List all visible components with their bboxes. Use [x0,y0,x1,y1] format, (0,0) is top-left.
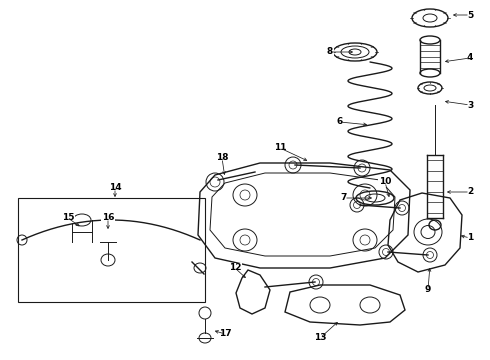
Text: 7: 7 [341,194,347,202]
Text: 5: 5 [467,10,473,19]
Text: 3: 3 [467,100,473,109]
Text: 17: 17 [219,329,231,338]
Bar [18,198,205,302]
Text: 8: 8 [327,48,333,57]
Text: 14: 14 [109,184,122,193]
Text: 12: 12 [229,264,241,273]
Text: 16: 16 [102,213,114,222]
Text: 15: 15 [62,213,74,222]
Text: 9: 9 [425,285,431,294]
Text: 18: 18 [216,153,228,162]
Text: 13: 13 [314,333,326,342]
Text: 6: 6 [337,117,343,126]
Text: 2: 2 [467,188,473,197]
Text: 4: 4 [467,54,473,63]
Text: 11: 11 [274,144,286,153]
Text: 1: 1 [467,234,473,243]
Text: 10: 10 [379,177,391,186]
